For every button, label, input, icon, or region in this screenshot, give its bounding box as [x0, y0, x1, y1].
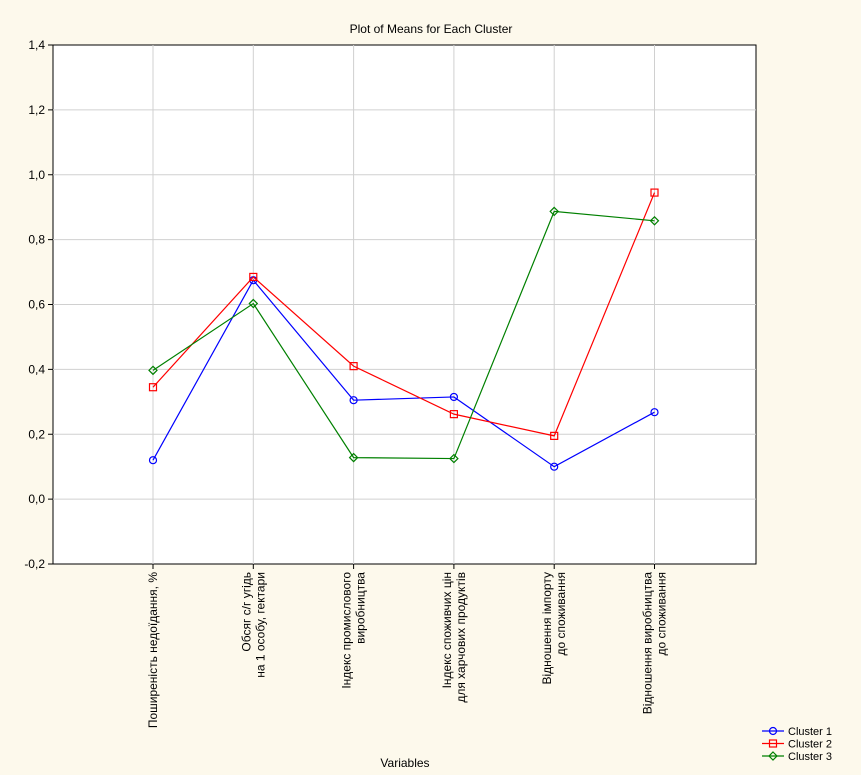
data-point-marker	[148, 456, 158, 465]
x-tick-label: Індекс споживчих цін	[440, 572, 454, 688]
data-point-marker	[449, 392, 458, 402]
legend-label: Cluster 2	[788, 739, 832, 751]
y-tick-label: 1,4	[28, 38, 45, 52]
data-point-marker	[550, 431, 559, 440]
y-tick-label: 1,0	[28, 168, 45, 182]
series-group	[148, 188, 659, 440]
x-tick-label: Обсяг с/г угідь	[239, 572, 253, 652]
x-tick-label: Поширеність недоїдання, %	[146, 572, 160, 728]
series-line	[152, 192, 656, 437]
data-point-marker	[148, 383, 158, 392]
data-point-marker	[550, 462, 559, 471]
data-point-marker	[349, 362, 358, 371]
data-point-marker	[768, 726, 778, 736]
x-axis-label: Variables	[380, 756, 429, 770]
x-tick-label: Відношення імпорту	[540, 572, 554, 685]
series-group	[148, 276, 659, 471]
data-point-marker	[249, 272, 258, 282]
legend-label: Cluster 1	[788, 726, 832, 738]
y-tick-label: -0,2	[24, 557, 45, 571]
x-tick-label: до споживання	[655, 572, 669, 655]
data-point-marker	[768, 739, 778, 748]
y-tick-layer: -0,2 0,0 0,2 0,4 0,6 0,8 1,0 1,2 1,4	[24, 38, 53, 571]
y-tick-label: 0,0	[28, 492, 45, 506]
legend-label: Cluster 3	[788, 751, 832, 763]
data-point-marker	[449, 410, 458, 419]
data-point-marker	[549, 206, 560, 217]
data-point-marker	[649, 215, 660, 226]
data-point-marker	[348, 452, 359, 463]
x-tick-label: виробництва	[354, 572, 368, 644]
y-tick-label: 0,6	[28, 298, 45, 312]
data-point-marker	[650, 188, 659, 197]
y-tick-label: 0,8	[28, 233, 45, 247]
x-tick-label: на 1 особу, гектари	[253, 572, 267, 678]
data-point-marker	[148, 365, 158, 376]
series-layer	[148, 188, 660, 471]
chart-title: Plot of Means for Each Cluster	[350, 22, 513, 36]
y-tick-label: 1,2	[28, 103, 45, 117]
x-tick-label: для харчових продуктів	[454, 572, 468, 703]
x-tick-layer: Поширеність недоїдання, % Обсяг с/г угідь…	[146, 564, 669, 728]
data-point-marker	[449, 453, 459, 464]
y-tick-label: 0,4	[28, 362, 45, 376]
y-tick-label: 0,2	[28, 427, 45, 441]
series-line	[152, 210, 655, 460]
data-point-marker	[768, 751, 778, 761]
data-point-marker	[349, 396, 358, 405]
x-tick-label: до споживання	[554, 572, 568, 655]
data-point-marker	[650, 408, 659, 417]
x-tick-label: Відношення виробництва	[641, 572, 655, 715]
series-group	[148, 206, 660, 464]
series-line	[152, 279, 655, 468]
x-tick-label: Індекс промислового	[340, 572, 354, 689]
data-point-marker	[248, 298, 259, 309]
